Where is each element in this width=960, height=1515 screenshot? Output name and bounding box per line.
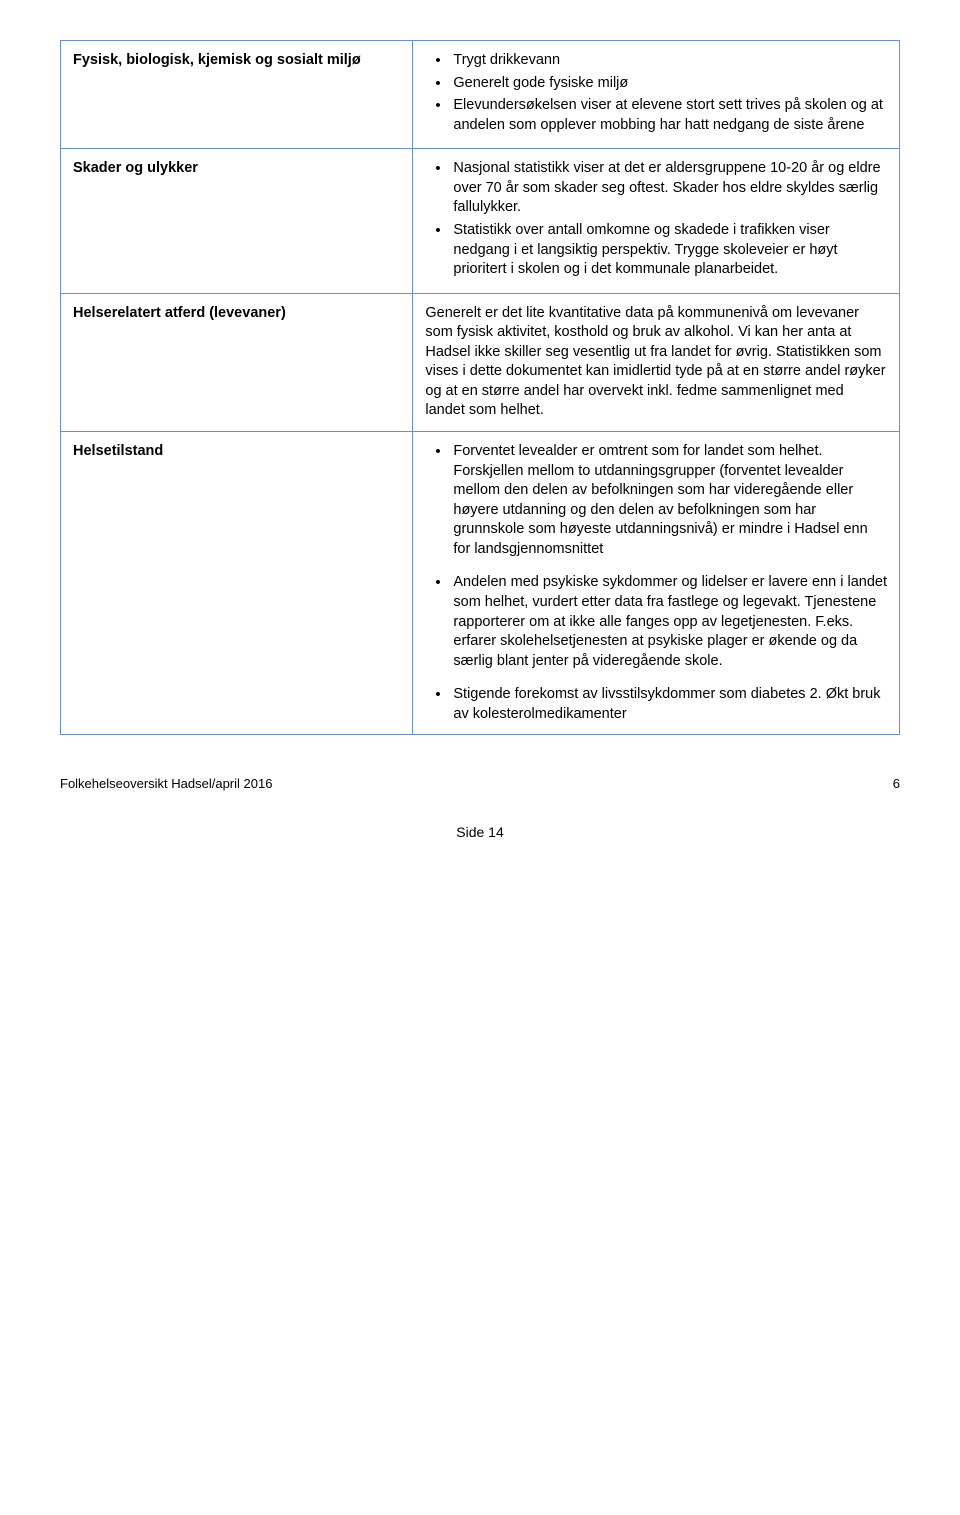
- side-label: Side 14: [60, 823, 900, 842]
- list-item: Trygt drikkevann: [425, 51, 887, 71]
- row-content: Nasjonal statistikk viser at det er alde…: [413, 149, 900, 293]
- table-body: Fysisk, biologisk, kjemisk og sosialt mi…: [61, 41, 900, 735]
- list-item: Statistikk over antall omkomne og skaded…: [425, 221, 887, 280]
- row-label: Fysisk, biologisk, kjemisk og sosialt mi…: [61, 41, 413, 149]
- bullet-list: Nasjonal statistikk viser at det er alde…: [425, 159, 887, 279]
- content-table: Fysisk, biologisk, kjemisk og sosialt mi…: [60, 40, 900, 735]
- list-item: Forventet levealder er omtrent som for l…: [425, 442, 887, 559]
- page-footer: Folkehelseoversikt Hadsel/april 2016 6: [60, 775, 900, 793]
- list-item: Elevundersøkelsen viser at elevene stort…: [425, 96, 887, 135]
- list-item: Generelt gode fysiske miljø: [425, 74, 887, 94]
- row-content: Forventet levealder er omtrent som for l…: [413, 432, 900, 735]
- table-row: Helsetilstand Forventet levealder er omt…: [61, 432, 900, 735]
- paragraph-text: Generelt er det lite kvantitative data p…: [425, 304, 887, 421]
- row-label: Helserelatert atferd (levevaner): [61, 293, 413, 431]
- document-table: Fysisk, biologisk, kjemisk og sosialt mi…: [60, 40, 900, 735]
- row-label: Skader og ulykker: [61, 149, 413, 293]
- page-number: 6: [893, 775, 900, 793]
- table-row: Helserelatert atferd (levevaner) Generel…: [61, 293, 900, 431]
- list-item: Nasjonal statistikk viser at det er alde…: [425, 159, 887, 218]
- row-label: Helsetilstand: [61, 432, 413, 735]
- table-row: Skader og ulykker Nasjonal statistikk vi…: [61, 149, 900, 293]
- row-content: Trygt drikkevann Generelt gode fysiske m…: [413, 41, 900, 149]
- list-item: Andelen med psykiske sykdommer og lidels…: [425, 573, 887, 671]
- list-item: Stigende forekomst av livsstilsykdommer …: [425, 685, 887, 724]
- bullet-list: Forventet levealder er omtrent som for l…: [425, 442, 887, 724]
- row-content: Generelt er det lite kvantitative data p…: [413, 293, 900, 431]
- bullet-list: Trygt drikkevann Generelt gode fysiske m…: [425, 51, 887, 135]
- footer-left-text: Folkehelseoversikt Hadsel/april 2016: [60, 775, 272, 793]
- table-row: Fysisk, biologisk, kjemisk og sosialt mi…: [61, 41, 900, 149]
